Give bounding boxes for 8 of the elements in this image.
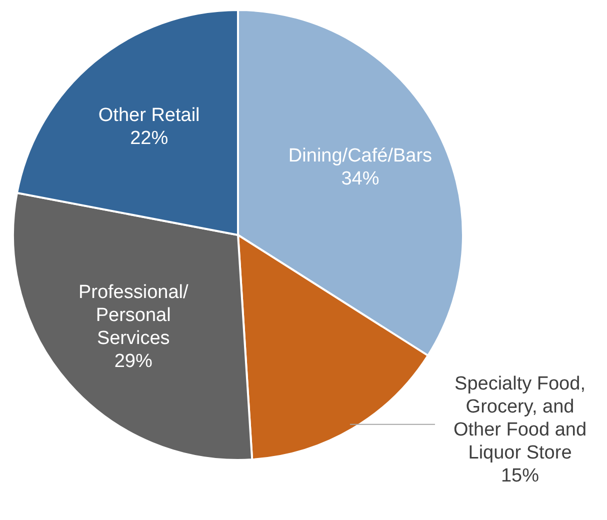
- data-label: 34%: [341, 168, 380, 190]
- data-label: 15%: [500, 466, 540, 487]
- data-label: 29%: [114, 350, 152, 372]
- slice-label: Dining/Café/Bars: [288, 146, 432, 167]
- data-label: 22%: [130, 128, 168, 150]
- slice-label: Other Retail: [98, 105, 200, 126]
- slice-label: Professional/ Personal Services: [78, 282, 189, 349]
- slice-label: Specialty Food, Grocery, and Other Food and Liquor Store: [453, 374, 587, 464]
